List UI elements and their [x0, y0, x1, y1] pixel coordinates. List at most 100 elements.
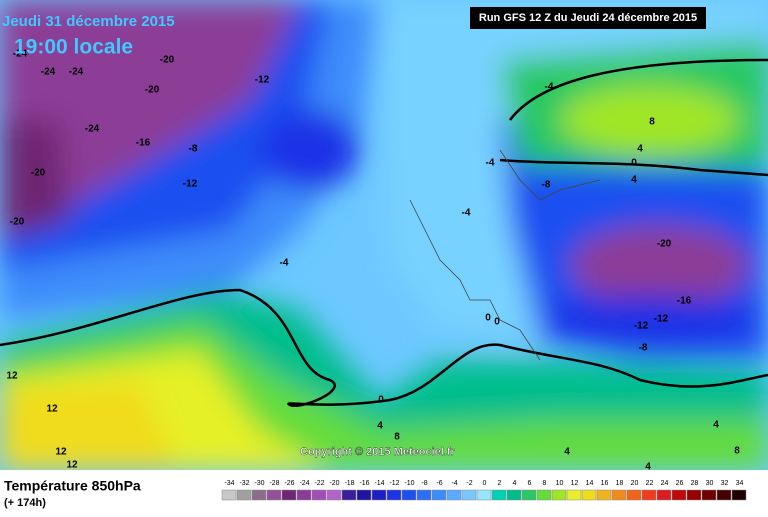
legend-swatch [476, 489, 492, 501]
legend-swatch [656, 489, 672, 501]
legend-tick-label: 32 [721, 480, 729, 487]
legend-tick-label: -34 [224, 480, 234, 487]
legend-swatch [611, 489, 627, 501]
contour-label: 4 [645, 462, 651, 473]
legend-swatch [731, 489, 747, 501]
contour-label: -24 [41, 67, 56, 78]
contour-label: 12 [46, 404, 58, 415]
legend-tick-label: -24 [299, 480, 309, 487]
legend-tick-label: 22 [646, 480, 654, 487]
contour-label: -4 [486, 158, 495, 169]
run-box [470, 7, 706, 29]
contour-label: -20 [10, 217, 25, 228]
legend-tick-label: 4 [513, 480, 517, 487]
legend-tick-label: 0 [483, 480, 487, 487]
legend-tick-label: -32 [239, 480, 249, 487]
contour-label: 4 [377, 421, 383, 432]
legend-tick-label: -8 [421, 480, 427, 487]
contour-label: -12 [183, 179, 198, 190]
contour-label: 12 [6, 371, 18, 382]
legend-swatch [251, 489, 267, 501]
legend-tick-label: -20 [329, 480, 339, 487]
legend-swatch [461, 489, 477, 501]
legend-tick-label: -26 [284, 480, 294, 487]
legend-tick-label: 34 [736, 480, 744, 487]
contour-label: -4 [462, 208, 471, 219]
legend-tick-label: -14 [374, 480, 384, 487]
legend-tick-label: -28 [269, 480, 279, 487]
footer-subtitle: (+ 174h) [4, 497, 46, 509]
legend-swatch [401, 489, 417, 501]
copyright: Copyright © 2015 Meteociel.fr [300, 446, 456, 458]
contour-label: -12 [654, 314, 669, 325]
legend-tick-label: 20 [631, 480, 639, 487]
legend-swatch [566, 489, 582, 501]
contour-label: -16 [136, 138, 151, 149]
legend-swatch [551, 489, 567, 501]
legend-tick-label: -16 [359, 480, 369, 487]
legend-tick-label: -12 [389, 480, 399, 487]
legend-tick-label: -30 [254, 480, 264, 487]
contour-label: 8 [394, 432, 400, 443]
legend-swatch [701, 489, 717, 501]
legend-swatch [581, 489, 597, 501]
legend-tick-label: 8 [543, 480, 547, 487]
legend-swatch [311, 489, 327, 501]
legend-swatch [536, 489, 552, 501]
contour-label: 0 [378, 395, 384, 406]
legend-swatch [506, 489, 522, 501]
run-info: Run GFS 12 Z du Jeudi 24 décembre 2015 [479, 12, 697, 24]
forecast-date: Jeudi 31 décembre 2015 [2, 13, 175, 30]
forecast-time: 19:00 locale [14, 36, 133, 59]
legend-tick-label: -4 [451, 480, 457, 487]
zero-contour [0, 58, 768, 408]
legend-swatch [371, 489, 387, 501]
legend-swatch [326, 489, 342, 501]
contour-label: 8 [734, 446, 740, 457]
contour-label: 4 [631, 175, 637, 186]
legend-tick-label: -2 [466, 480, 472, 487]
legend-swatch [641, 489, 657, 501]
legend-tick-label: 16 [601, 480, 609, 487]
contour-label: 4 [637, 144, 643, 155]
legend-tick-label: 26 [676, 480, 684, 487]
legend-tick-label: 10 [556, 480, 564, 487]
legend-tick-label: 6 [528, 480, 532, 487]
legend-tick-label: 24 [661, 480, 669, 487]
contour-label: -12 [634, 321, 649, 332]
legend: -34 -32 -30 -28 -26 -24 -22 -20 -18 -16 -14 -12 -10-… [221, 480, 747, 501]
legend-swatch [446, 489, 462, 501]
contour-label: -24 [69, 67, 84, 78]
legend-swatch [281, 489, 297, 501]
contour-label: -24 [13, 49, 28, 60]
contour-label: -4 [545, 82, 554, 93]
contour-label: 8 [649, 117, 655, 128]
legend-swatch [386, 489, 402, 501]
legend-swatch [431, 489, 447, 501]
contour-label: -20 [160, 55, 175, 66]
legend-swatch [266, 489, 282, 501]
legend-tick-label: 14 [586, 480, 594, 487]
contour-label: -20 [657, 239, 672, 250]
legend-swatch [296, 489, 312, 501]
legend-swatch [521, 489, 537, 501]
legend-swatch [716, 489, 732, 501]
legend-tick-label: -18 [344, 480, 354, 487]
contour-label: -16 [677, 296, 692, 307]
legend-tick-label: -22 [314, 480, 324, 487]
contour-label: -8 [189, 144, 198, 155]
coastlines [409, 149, 601, 361]
contour-label: -4 [280, 258, 289, 269]
contour-labels: -24 -24 -24 -20 -20 -12 -24 -16 -8 -12 -20 -20 -4 -4 -… [6, 49, 740, 473]
contour-label: -8 [639, 343, 648, 354]
legend-swatch [686, 489, 702, 501]
contour-label: 4 [713, 420, 719, 431]
legend-swatch [596, 489, 612, 501]
map: -24 -24 -24 -20 -20 -12 -24 -16 -8 -12 -20 -20 -4 -4 -… [0, 0, 768, 473]
legend-tick-label: 18 [616, 480, 624, 487]
legend-tick-label: 28 [691, 480, 699, 487]
legend-tick-label: 12 [571, 480, 579, 487]
contour-label: 0 [631, 158, 637, 169]
legend-tick-label: -10 [404, 480, 414, 487]
legend-swatch [671, 489, 687, 501]
